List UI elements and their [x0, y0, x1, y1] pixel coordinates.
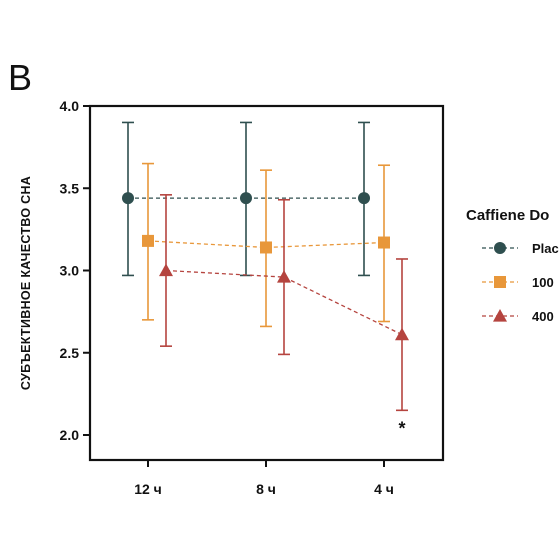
data-point: [122, 192, 134, 205]
legend-title: Caffiene Do: [466, 207, 549, 224]
legend-label: 400: [532, 309, 554, 324]
x-tick-label: 8 ч: [256, 481, 276, 497]
legend-label: Plac: [532, 241, 559, 256]
legend-label: 100: [532, 275, 554, 290]
x-tick-label: 4 ч: [374, 481, 394, 497]
legend-marker: [494, 242, 506, 254]
data-point: [395, 327, 409, 341]
y-tick-label: 2.0: [60, 427, 80, 443]
legend-entry: 100: [482, 275, 554, 290]
y-tick-label: 3.5: [60, 180, 80, 196]
panel-letter: B: [8, 57, 32, 98]
series-line: [165, 269, 403, 336]
data-point: [142, 234, 154, 247]
series-line: [147, 240, 385, 249]
series-0: [122, 121, 370, 277]
data-point: [240, 192, 252, 205]
legend-marker: [494, 276, 506, 288]
legend-entry: 400: [482, 309, 554, 324]
data-point: [260, 241, 272, 254]
legend-entry: Plac: [482, 241, 559, 256]
x-tick-label: 12 ч: [134, 481, 162, 497]
significance-marker: *: [398, 418, 405, 438]
series-2: [159, 194, 409, 412]
y-axis-title: СУБЪЕКТИВНОЕ КАЧЕСТВО СНА: [19, 176, 33, 390]
data-point: [378, 236, 390, 249]
series-1: [142, 162, 390, 328]
y-tick-label: 4.0: [60, 98, 80, 114]
legend-marker: [493, 309, 507, 322]
legend: Caffiene Do Plac 100 400: [466, 207, 559, 324]
data-point: [159, 263, 173, 277]
data-point: [358, 192, 370, 205]
y-tick-label: 3.0: [60, 263, 80, 279]
y-tick-label: 2.5: [60, 345, 80, 361]
plot-area: 2.0 2.5 3.0 3.5 4.0 12 ч 8 ч 4 ч СУБЪЕКТИВНОЕ КА…: [19, 98, 445, 497]
data-point: [277, 270, 291, 283]
